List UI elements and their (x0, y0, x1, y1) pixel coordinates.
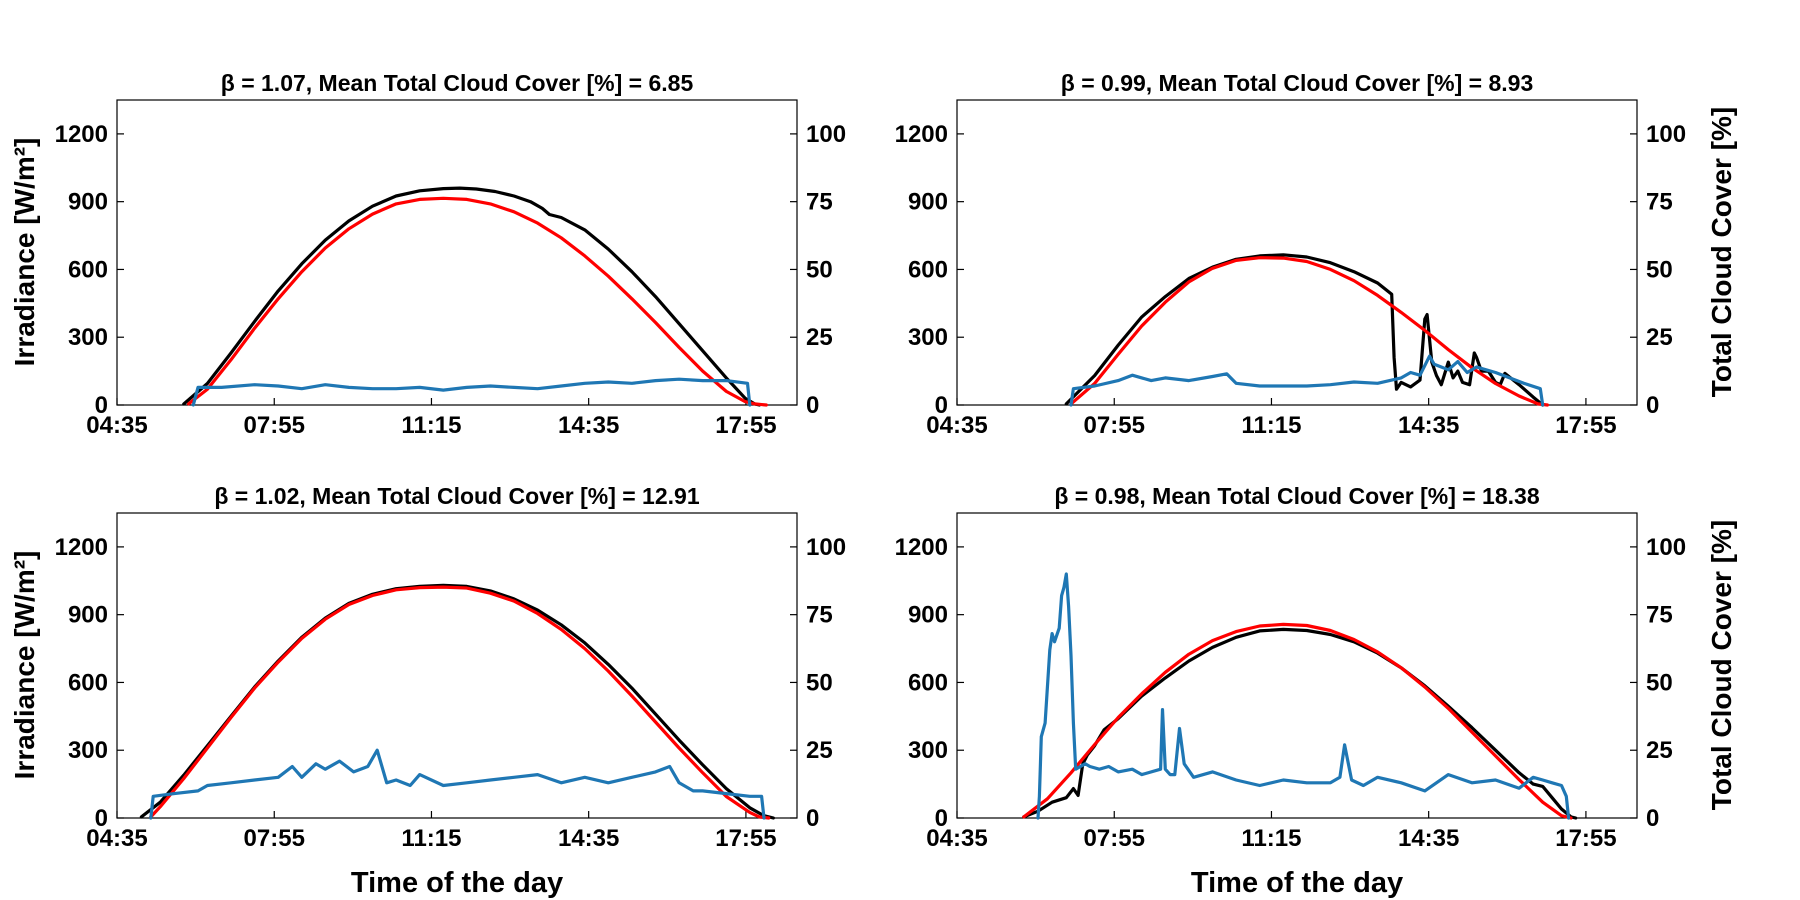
x-tick-label: 11:15 (1241, 825, 1301, 852)
y-tick-right-label: 75 (806, 189, 833, 216)
y-tick-right-label: 50 (1646, 669, 1673, 696)
x-tick-label: 11:15 (401, 412, 461, 439)
y-tick-right-label: 25 (806, 324, 833, 351)
y-tick-left-label: 1200 (55, 121, 108, 148)
panel-3-title: β = 1.02, Mean Total Cloud Cover [%] = 1… (214, 483, 699, 509)
x-tick-label: 14:35 (1398, 825, 1459, 852)
x-tick-label: 07:55 (244, 412, 305, 439)
x-axis-label-left: Time of the day (351, 867, 563, 899)
panel-3-lines (139, 583, 776, 820)
y-tick-left-label: 900 (908, 189, 948, 216)
y-tick-right-label: 100 (806, 121, 846, 148)
panel-4: β = 0.98, Mean Total Cloud Cover [%] = 1… (895, 483, 1686, 852)
y-tick-left-label: 1200 (55, 534, 108, 561)
y-tick-left-label: 0 (95, 392, 108, 419)
total-cloud-cover-line (191, 377, 752, 407)
panel-2: β = 0.99, Mean Total Cloud Cover [%] = 8… (895, 70, 1686, 439)
panel-4-ticks: 0 300 600 900 1200 0 25 50 75 100 04:35 07:55 11:15 1… (895, 534, 1686, 852)
panel-2-ticks: 0 300 600 900 1200 0 25 50 75 100 04:35 07:55 11:15 1… (895, 121, 1686, 439)
measured-irradiance-line (182, 186, 761, 407)
clear-sky-model-line (149, 585, 771, 820)
y-tick-right-label: 75 (1646, 602, 1673, 629)
x-tick-label: 17:55 (715, 412, 776, 439)
y-tick-left-label: 1200 (895, 121, 948, 148)
panel-4-plot-area (956, 512, 1638, 819)
x-tick-label: 11:15 (1241, 412, 1301, 439)
x-tick-label: 04:35 (86, 412, 147, 439)
panel-1-title: β = 1.07, Mean Total Cloud Cover [%] = 6… (221, 70, 694, 96)
y-tick-right-label: 0 (1646, 392, 1659, 419)
x-tick-label: 11:15 (401, 825, 461, 852)
y-tick-left-label: 0 (935, 805, 948, 832)
y-tick-left-label: 300 (68, 324, 108, 351)
panel-3: β = 1.02, Mean Total Cloud Cover [%] = 1… (55, 483, 846, 852)
x-tick-label: 07:55 (244, 825, 305, 852)
x-tick-label: 07:55 (1084, 825, 1145, 852)
panel-1-plot-area (116, 99, 798, 406)
y-axis-label-right-top: Total Cloud Cover [%] (1706, 107, 1737, 397)
y-tick-right-label: 25 (806, 737, 833, 764)
y-tick-left-label: 900 (908, 602, 948, 629)
y-tick-right-label: 0 (806, 805, 819, 832)
total-cloud-cover-line (149, 748, 766, 820)
y-tick-right-label: 75 (1646, 189, 1673, 216)
measured-irradiance-line (1022, 627, 1578, 820)
y-tick-left-label: 600 (908, 256, 948, 283)
x-tick-label: 17:55 (715, 825, 776, 852)
x-tick-label: 07:55 (1084, 412, 1145, 439)
panel-2-title: β = 0.99, Mean Total Cloud Cover [%] = 8… (1061, 70, 1533, 96)
y-axis-label-right-bottom: Total Cloud Cover [%] (1706, 520, 1737, 810)
total-cloud-cover-line (1036, 572, 1571, 820)
panel-3-ticks: 0 300 600 900 1200 0 25 50 75 100 04:35 07:55 11:15 1… (55, 534, 846, 852)
y-tick-right-label: 0 (806, 392, 819, 419)
y-tick-right-label: 50 (806, 256, 833, 283)
clear-sky-model-line (1069, 256, 1550, 407)
y-tick-left-label: 0 (935, 392, 948, 419)
total-cloud-cover-line (1069, 354, 1545, 407)
y-tick-left-label: 600 (908, 669, 948, 696)
y-tick-right-label: 0 (1646, 805, 1659, 832)
y-tick-left-label: 900 (68, 189, 108, 216)
panel-3-plot-area (116, 512, 798, 819)
y-tick-right-label: 25 (1646, 737, 1673, 764)
x-tick-label: 17:55 (1555, 412, 1616, 439)
y-axis-label-left-bottom: Irradiance [W/m²] (9, 551, 40, 780)
y-tick-right-label: 100 (1646, 534, 1686, 561)
panel-4-title: β = 0.98, Mean Total Cloud Cover [%] = 1… (1054, 483, 1539, 509)
clear-sky-model-line (1022, 622, 1573, 820)
panel-1-ticks: 0 300 600 900 1200 0 25 50 75 100 04:35 07:55 11:15 1… (55, 121, 846, 439)
panel-2-plot-area (956, 99, 1638, 406)
x-tick-label: 04:35 (926, 825, 987, 852)
x-tick-label: 14:35 (558, 825, 619, 852)
y-tick-left-label: 1200 (895, 534, 948, 561)
y-tick-left-label: 300 (908, 324, 948, 351)
y-tick-left-label: 600 (68, 669, 108, 696)
y-tick-left-label: 300 (908, 737, 948, 764)
y-tick-right-label: 50 (1646, 256, 1673, 283)
y-tick-left-label: 900 (68, 602, 108, 629)
x-axis-label-right: Time of the day (1191, 867, 1403, 899)
x-tick-label: 04:35 (86, 825, 147, 852)
y-tick-right-label: 100 (1646, 121, 1686, 148)
panel-1-lines (182, 186, 768, 407)
x-tick-label: 14:35 (1398, 412, 1459, 439)
x-tick-label: 04:35 (926, 412, 987, 439)
panel-2-lines (1064, 253, 1550, 407)
panel-1: β = 1.07, Mean Total Cloud Cover [%] = 6… (55, 70, 846, 439)
y-tick-right-label: 75 (806, 602, 833, 629)
y-tick-left-label: 0 (95, 805, 108, 832)
y-tick-right-label: 50 (806, 669, 833, 696)
x-tick-label: 17:55 (1555, 825, 1616, 852)
y-tick-left-label: 600 (68, 256, 108, 283)
y-tick-left-label: 300 (68, 737, 108, 764)
clear-sky-model-line (187, 196, 768, 407)
x-tick-label: 14:35 (558, 412, 619, 439)
y-tick-right-label: 100 (806, 534, 846, 561)
y-axis-label-left-top: Irradiance [W/m²] (9, 138, 40, 367)
panel-4-lines (1022, 572, 1578, 820)
y-tick-right-label: 25 (1646, 324, 1673, 351)
